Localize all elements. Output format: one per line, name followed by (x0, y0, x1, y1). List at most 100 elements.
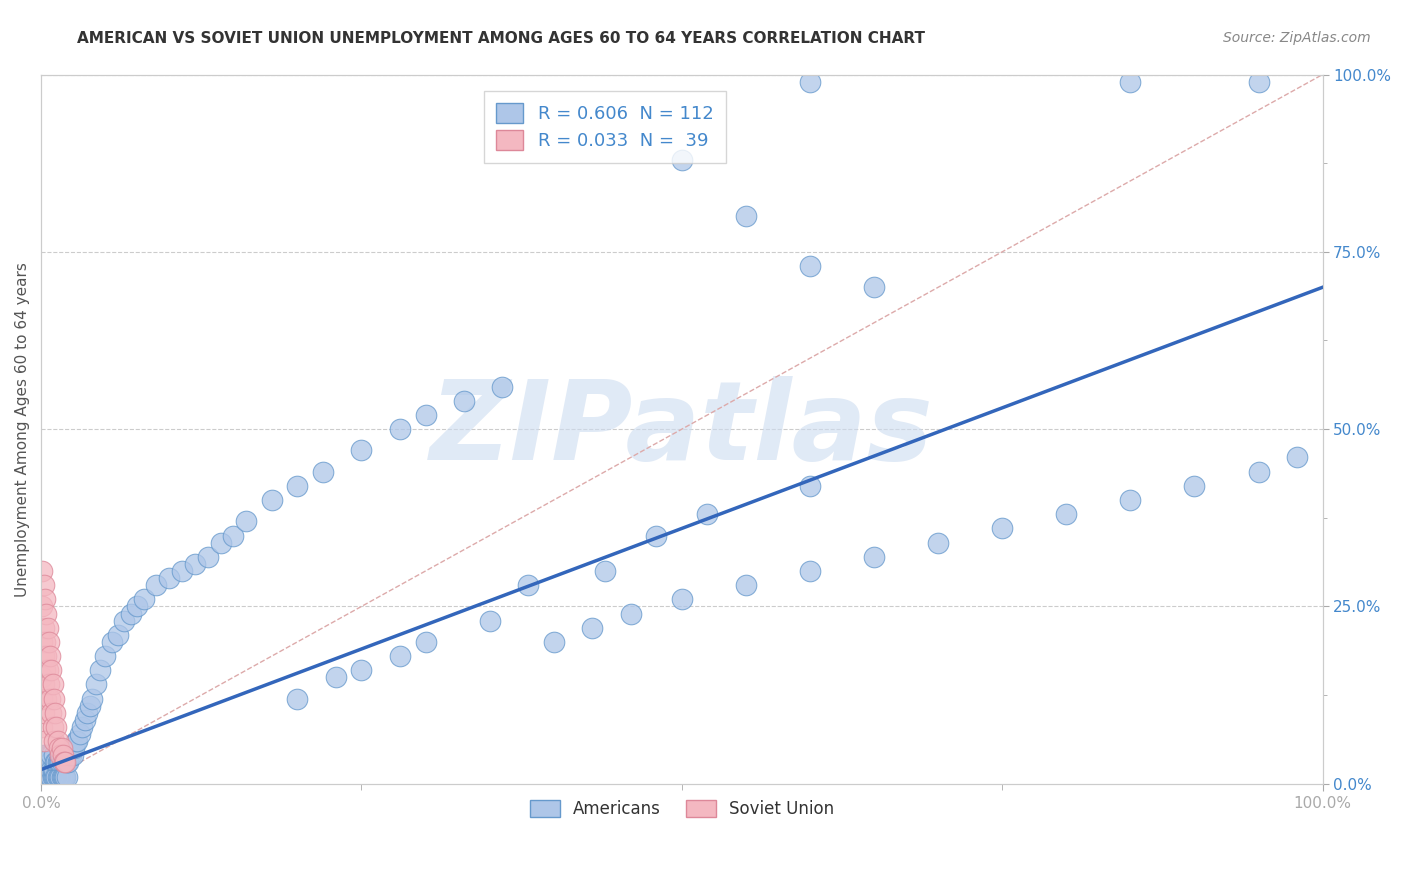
Point (1184, 479, 1206, 493)
Point (69, 727, 91, 741)
Point (94, 649, 117, 664)
Point (197, 549, 219, 564)
Point (39, 763, 62, 777)
Point (32, 770, 55, 784)
Point (55, 756, 77, 770)
Point (53, 770, 76, 784)
Point (112, 614, 135, 628)
Point (89, 663, 111, 677)
Point (388, 422, 411, 436)
Point (127, 599, 149, 614)
Point (39, 691, 62, 706)
Point (42, 734, 65, 748)
Point (35, 691, 58, 706)
Point (63, 741, 86, 756)
Point (41, 677, 63, 691)
Point (45, 720, 67, 734)
Point (49, 748, 72, 763)
Point (38, 635, 60, 649)
Point (799, 259, 821, 273)
Point (35, 748, 58, 763)
Point (59, 748, 82, 763)
Point (32, 748, 55, 763)
Point (84, 677, 107, 691)
Point (62, 748, 84, 763)
Point (41, 748, 63, 763)
Point (581, 621, 603, 635)
Point (799, 74, 821, 88)
Point (1247, 465, 1270, 479)
Point (645, 528, 668, 542)
Point (927, 535, 949, 549)
Point (51, 741, 73, 756)
Point (170, 564, 193, 578)
Point (82, 691, 104, 706)
Point (287, 691, 309, 706)
Point (53, 756, 76, 770)
Point (66, 734, 89, 748)
Point (38, 763, 60, 777)
Point (35, 763, 58, 777)
Point (31, 635, 53, 649)
Point (593, 564, 616, 578)
Point (157, 571, 180, 585)
Point (41, 770, 63, 784)
Point (31, 691, 53, 706)
Point (44, 756, 66, 770)
Point (209, 535, 232, 549)
Legend: Americans, Soviet Union: Americans, Soviet Union (523, 794, 841, 825)
Point (76, 706, 98, 720)
Point (53, 756, 76, 770)
Point (60, 741, 83, 756)
Point (31, 720, 53, 734)
Point (56, 756, 79, 770)
Point (32, 578, 55, 592)
Point (350, 663, 373, 677)
Point (70, 720, 93, 734)
Point (184, 557, 207, 571)
Point (49, 770, 72, 784)
Point (132, 592, 155, 607)
Point (350, 443, 373, 458)
Point (42, 748, 65, 763)
Point (49, 756, 72, 770)
Point (44, 770, 66, 784)
Point (415, 635, 437, 649)
Point (37, 763, 59, 777)
Point (34, 756, 56, 770)
Point (222, 528, 245, 542)
Point (32, 734, 55, 748)
Text: Source: ZipAtlas.com: Source: ZipAtlas.com (1223, 31, 1371, 45)
Point (42, 770, 65, 784)
Point (52, 748, 75, 763)
Point (55, 748, 77, 763)
Point (100, 635, 122, 649)
Point (55, 770, 77, 784)
Point (35, 649, 58, 664)
Point (991, 521, 1014, 535)
Point (42, 691, 65, 706)
Point (517, 578, 540, 592)
Point (34, 763, 56, 777)
Point (31, 564, 53, 578)
Text: ZIPatlas: ZIPatlas (430, 376, 934, 483)
Point (1054, 507, 1077, 521)
Point (1247, 74, 1270, 88)
Point (543, 635, 565, 649)
Point (453, 393, 475, 408)
Point (32, 649, 55, 664)
Point (799, 564, 821, 578)
Point (37, 770, 59, 784)
Point (41, 763, 63, 777)
Point (52, 748, 75, 763)
Point (65, 734, 87, 748)
Point (31, 770, 53, 784)
Point (287, 479, 309, 493)
Point (478, 614, 501, 628)
Point (39, 649, 62, 664)
Point (37, 663, 59, 677)
Point (41, 706, 63, 720)
Point (32, 677, 55, 691)
Point (41, 770, 63, 784)
Point (671, 592, 693, 607)
